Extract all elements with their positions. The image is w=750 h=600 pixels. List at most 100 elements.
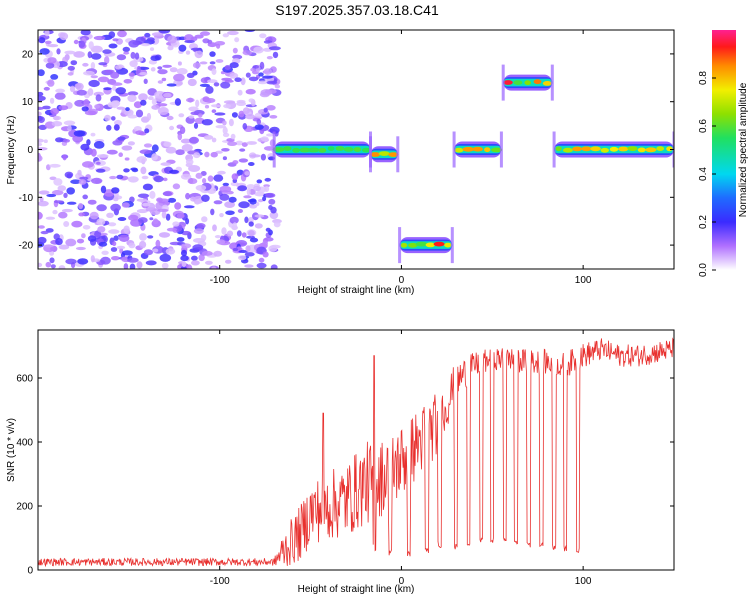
noise-cell (63, 120, 76, 126)
noise-cell (100, 232, 108, 236)
noise-cell (38, 262, 43, 268)
noise-cell (194, 200, 201, 205)
noise-cell (246, 184, 256, 190)
noise-cell (39, 48, 50, 55)
noise-cell (169, 67, 178, 73)
edge-wisp (501, 64, 505, 101)
colorbar-gradient (712, 30, 736, 270)
signal-peak (335, 146, 345, 151)
noise-cell (241, 142, 248, 148)
signal-peak (454, 147, 464, 153)
noise-cell (198, 254, 205, 262)
noise-cell (63, 192, 68, 198)
noise-cell (245, 114, 255, 120)
noise-cell (52, 115, 62, 121)
noise-cell (50, 74, 59, 80)
snr-frame (37, 329, 675, 571)
noise-cell (38, 91, 44, 97)
noise-cell (96, 154, 109, 158)
noise-cell (142, 183, 153, 191)
noise-cell (115, 65, 123, 70)
noise-cell (118, 152, 123, 157)
noise-cell (38, 106, 45, 110)
noise-cell (127, 176, 139, 183)
noise-cell (90, 255, 95, 263)
noise-cell (225, 210, 235, 216)
noise-cell (143, 78, 148, 85)
noise-cell (222, 33, 229, 38)
noise-cell (38, 111, 42, 117)
noise-cell (157, 69, 168, 75)
noise-cell (49, 97, 55, 104)
noise-cell (127, 91, 139, 96)
noise-cell (38, 225, 45, 229)
noise-cell (228, 118, 234, 127)
noise-cell (38, 211, 43, 220)
noise-cell (123, 225, 130, 234)
noise-cell (249, 198, 257, 205)
noise-cell (43, 244, 54, 248)
noise-cell (223, 100, 236, 104)
noise-cell (216, 239, 226, 245)
noise-cell (219, 185, 232, 193)
noise-cell (213, 82, 220, 87)
noise-cell (210, 208, 215, 216)
noise-cell (128, 72, 136, 77)
signal-peak (400, 242, 408, 248)
noise-cell (260, 136, 269, 142)
noise-cell (74, 99, 86, 107)
noise-cell (88, 79, 100, 88)
noise-cell (38, 116, 45, 123)
noise-cell (90, 132, 96, 137)
noise-cell (158, 30, 171, 34)
noise-cell (181, 144, 193, 152)
noise-cell (201, 250, 213, 256)
noise-cell (90, 45, 103, 53)
noise-cell (116, 106, 126, 110)
y-tick-label: -10 (19, 193, 34, 204)
noise-cell (193, 152, 201, 159)
noise-cell (123, 263, 129, 269)
noise-cell (144, 32, 151, 38)
noise-cell (102, 49, 112, 54)
chart-title: S197.2025.357.03.18.C41 (275, 2, 439, 18)
noise-cell (211, 109, 217, 113)
signal-peak (618, 146, 629, 152)
spectrogram-x-label: Height of straight line (km) (298, 285, 415, 296)
colorbar-ticks: 0.0 0.2 0.4 0.6 0.8 (698, 71, 716, 277)
noise-cell (44, 30, 50, 37)
noise-cell (100, 185, 107, 194)
x-tick-label: -100 (210, 576, 230, 587)
noise-cell (225, 259, 232, 264)
x-tick-label: 0 (399, 576, 405, 587)
noise-cell (256, 179, 263, 184)
noise-cell (39, 196, 44, 202)
noise-cell (229, 62, 239, 69)
noise-cell (264, 89, 277, 94)
signal-peak (645, 147, 657, 153)
edge-wisp (552, 131, 556, 168)
signal-peak (283, 146, 292, 152)
noise-cell (245, 72, 251, 78)
noise-cell (122, 46, 130, 53)
noise-cell (108, 222, 117, 227)
noise-cell (42, 105, 51, 110)
noise-cell (53, 178, 63, 186)
noise-cell (173, 73, 185, 82)
noise-cell (140, 43, 151, 47)
noise-cell (254, 191, 266, 197)
noise-cell (198, 113, 203, 118)
noise-cell (70, 60, 78, 66)
noise-cell (195, 184, 207, 191)
noise-cell (97, 76, 110, 83)
noise-cell (201, 119, 213, 126)
noise-cell (73, 51, 85, 58)
noise-cell (53, 200, 64, 204)
noise-cell (246, 141, 257, 145)
signal-peak (524, 80, 531, 86)
noise-cell (256, 118, 262, 125)
noise-cell (254, 124, 264, 130)
noise-cell (172, 183, 181, 190)
noise-cell (79, 176, 89, 180)
noise-cell (90, 148, 97, 157)
